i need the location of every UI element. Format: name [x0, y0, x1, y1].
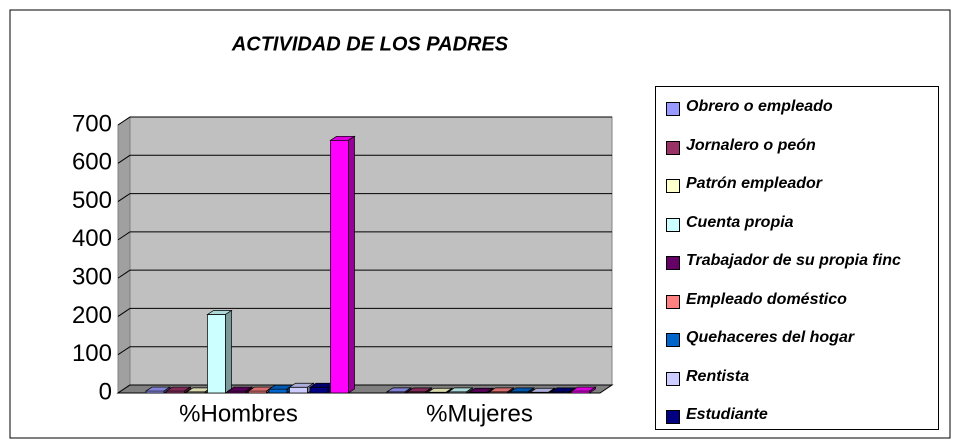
bar: [206, 309, 233, 394]
legend-swatch: [666, 102, 680, 116]
y-tick-label: 300: [72, 263, 112, 290]
y-tick-label: 700: [72, 110, 112, 137]
legend-entry: Rentista: [666, 367, 931, 407]
legend-entry: Patrón empleador: [666, 176, 931, 214]
bar: [288, 382, 315, 394]
legend-swatch: [666, 256, 680, 270]
bar: [226, 386, 254, 394]
legend-swatch: [666, 294, 680, 309]
legend-entry: Estudiante: [666, 407, 931, 443]
x-tick-label: %Hombres: [179, 400, 298, 427]
grid-line: [117, 307, 612, 317]
legend-entry: Jornalero o peón: [666, 136, 931, 176]
legend-swatch: [666, 140, 680, 155]
legend-swatch: [666, 371, 680, 386]
legend: Obrero o empleado Jornalero o peón Patrón …: [655, 86, 939, 430]
bar: [508, 387, 536, 394]
bar: [488, 387, 515, 394]
grid-line: [117, 269, 612, 279]
y-tick-label: 0: [99, 378, 112, 405]
grid-line: [117, 231, 612, 241]
bar: [570, 386, 597, 394]
legend-label: Obrero o empleado: [686, 98, 833, 115]
bar: [447, 387, 474, 394]
bar: [529, 387, 556, 394]
legend-label: Jornalero o peón: [686, 136, 816, 154]
legend-label: Patrón empleador: [686, 175, 823, 192]
legend-entry: Quehaceres del hogar: [666, 330, 931, 368]
legend-label: Empleado doméstico: [686, 290, 847, 308]
grid-line: [117, 116, 612, 126]
bar: [406, 387, 433, 394]
legend-swatch: [666, 217, 680, 232]
legend-label: Trabajador de su propia finc: [686, 252, 901, 269]
legend-label: Rentista: [686, 367, 750, 385]
grid-line: [117, 346, 612, 356]
legend-label: Estudiante: [686, 406, 768, 423]
y-tick-label: 200: [72, 302, 112, 329]
side-wall: [117, 116, 131, 394]
legend-swatch: [666, 179, 680, 193]
legend-label: Cuenta propia: [686, 213, 794, 231]
legend-entry: Trabajador de su propia finc: [666, 253, 931, 291]
back-wall: [129, 116, 613, 386]
grid-line: [117, 154, 612, 164]
bar: [385, 387, 413, 394]
legend-swatch: [666, 410, 680, 424]
legend-entry: Cuenta propia: [666, 213, 931, 253]
bar: [426, 387, 454, 394]
legend-entry: Obrero o empleado: [666, 99, 931, 137]
y-tick-label: 100: [72, 340, 112, 367]
chart-title: ACTIVIDAD DE LOS PADRES: [231, 33, 509, 55]
bar: [329, 135, 356, 394]
legend-swatch: [666, 333, 680, 347]
y-tick-label: 500: [72, 187, 112, 214]
legend-label: Quehaceres del hogar: [686, 329, 855, 346]
bar: [165, 386, 192, 394]
legend-entry: Empleado doméstico: [666, 290, 931, 330]
y-tick-label: 400: [72, 225, 112, 252]
y-tick-label: 600: [72, 149, 112, 176]
bar: [467, 387, 495, 394]
x-tick-label: %Mujeres: [426, 400, 533, 427]
bar: [144, 386, 172, 394]
grid-line: [117, 193, 612, 202]
